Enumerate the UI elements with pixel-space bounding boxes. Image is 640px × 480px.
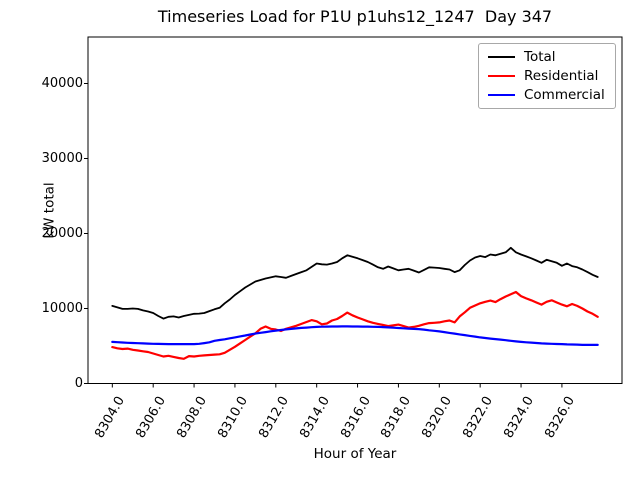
x-axis-label: Hour of Year (313, 446, 397, 462)
residential-line-swatch (488, 74, 515, 78)
legend-label-total: Total (524, 49, 556, 66)
chart-title: Timeseries Load for P1U p1uhs12_1247 Day… (157, 7, 553, 26)
y-tick-label: 40000 (41, 75, 83, 91)
legend: Total Residential Commercial (478, 43, 616, 109)
series-line-residential (111, 290, 599, 360)
y-axis-label: kW total (41, 182, 58, 239)
axis-ticks (84, 83, 563, 388)
y-tick-label: 0 (74, 375, 83, 391)
y-tick-label: 10000 (41, 300, 83, 316)
legend-label-residential: Residential (524, 68, 599, 84)
total-line-swatch (488, 56, 515, 59)
series-line-commercial (111, 325, 599, 346)
legend-item-residential: Residential (488, 67, 606, 86)
legend-label-commercial: Commercial (524, 86, 605, 103)
axes-frame (87, 36, 623, 384)
legend-item-total: Total (488, 48, 606, 67)
legend-item-commercial: Commercial (488, 85, 606, 104)
y-tick-label: 30000 (41, 150, 83, 166)
y-tick-label: 20000 (41, 225, 83, 241)
series-lines (111, 246, 599, 360)
series-line-total (111, 246, 599, 320)
commercial-line-swatch (488, 93, 515, 96)
